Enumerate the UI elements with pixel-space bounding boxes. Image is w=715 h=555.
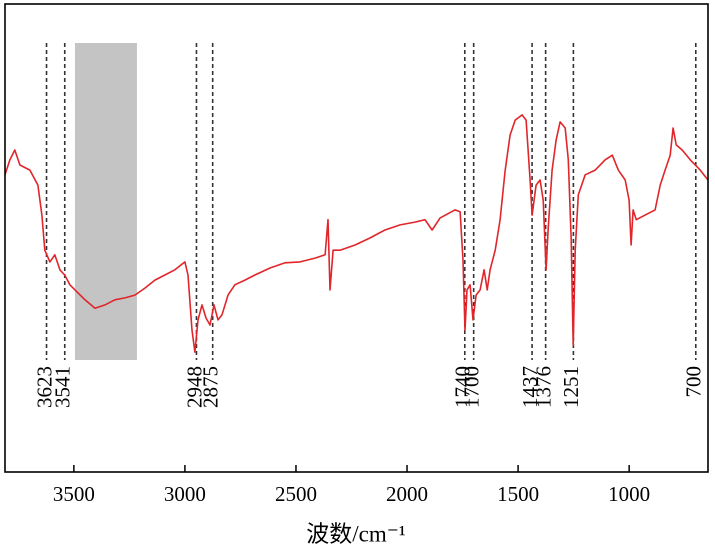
reference-label: 1376 bbox=[531, 366, 555, 408]
reference-label: 1437 bbox=[518, 366, 542, 408]
reference-label: 3541 bbox=[51, 366, 75, 408]
x-tick-label: 3000 bbox=[164, 482, 206, 506]
x-tick-label: 1000 bbox=[608, 482, 650, 506]
reference-label: 700 bbox=[682, 366, 706, 398]
plot-frame bbox=[4, 3, 709, 473]
reference-label: 2948 bbox=[182, 366, 206, 408]
reference-label: 1700 bbox=[459, 366, 483, 408]
reference-label: 2875 bbox=[198, 366, 222, 408]
shaded-region bbox=[74, 43, 137, 360]
reference-label: 1740 bbox=[451, 366, 475, 408]
x-axis-label: 波数/cm⁻¹ bbox=[306, 521, 406, 546]
reference-label: 3623 bbox=[32, 366, 56, 408]
x-tick-label: 1500 bbox=[497, 482, 539, 506]
x-tick-label: 3500 bbox=[53, 482, 95, 506]
x-tick-label: 2000 bbox=[386, 482, 428, 506]
x-tick-label: 2500 bbox=[275, 482, 317, 506]
reference-label: 1251 bbox=[559, 366, 583, 408]
spectrum-line bbox=[4, 114, 709, 353]
